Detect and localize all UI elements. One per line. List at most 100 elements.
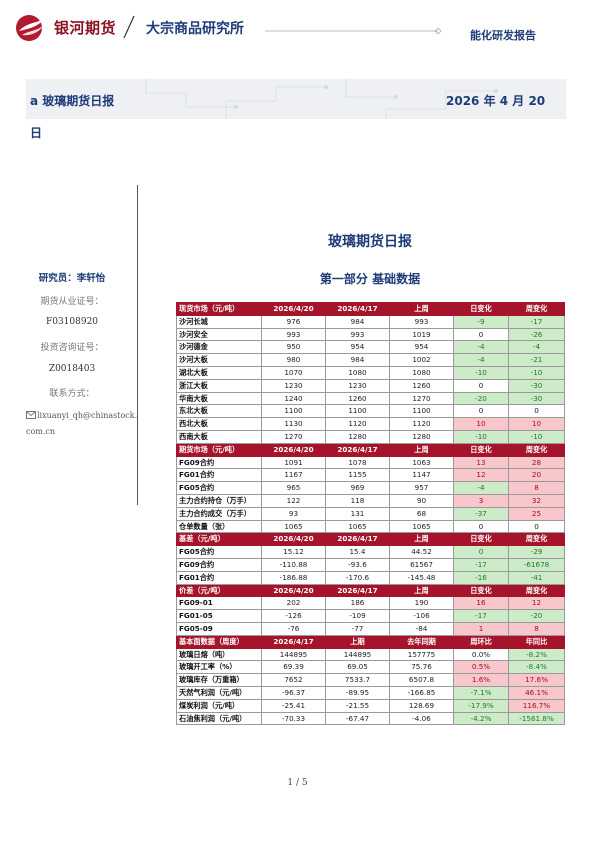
row-label: FG01-05 [176, 609, 262, 623]
basic-data-table: 现货市场（元/吨） 2026/4/20 2026/4/17 上周 日变化 周变化 沙河长城 9… [176, 302, 565, 726]
table-cell: 90 [389, 493, 454, 508]
table-cell: 7533.7 [325, 673, 390, 687]
table-cell: 12 [508, 596, 565, 611]
table-header-cell: 基本面数据（周度） [176, 634, 262, 649]
table-row: 主力合约成交（万手） 93 131 68 -37 25 [176, 506, 565, 521]
row-label: 玻璃库存（万重箱） [176, 673, 262, 687]
table-header-cell: 日变化 [453, 302, 509, 316]
table-cell: 128.69 [389, 698, 454, 713]
table-cell: 144895 [325, 647, 390, 662]
table-cell: 1230 [325, 378, 390, 393]
table-cell: 46.1% [508, 685, 565, 700]
sidebar-divider [137, 185, 138, 505]
table-cell: -9 [453, 314, 509, 329]
table-cell: -8.4% [508, 660, 565, 675]
table-cell: -25.41 [261, 698, 326, 713]
row-label: 玻璃开工率（%） [176, 660, 262, 675]
table-cell: 984 [325, 314, 390, 329]
row-label: 沙河安全 [176, 327, 262, 342]
contact-email-text[interactable]: lixuanyi_qh@chinastock.com.cn [26, 411, 138, 436]
table-cell: -7.1% [453, 685, 509, 700]
table-cell: 976 [261, 314, 326, 329]
page-number: 1 / 5 [287, 778, 308, 788]
table-cell: -21 [508, 353, 565, 367]
table-cell: -10 [453, 429, 509, 444]
table-cell: -4.06 [389, 711, 454, 726]
row-label: 沙河大板 [176, 353, 262, 367]
table-cell: 1230 [261, 378, 326, 393]
table-cell: 10 [508, 417, 565, 431]
table-cell: -4 [453, 481, 509, 495]
table-cell: -37 [453, 506, 509, 521]
contact-label: 联系方式： [49, 389, 95, 399]
table-cell: 1280 [389, 429, 454, 444]
table-row: 玻璃日熔（吨） 144895 144895 157775 0.0% -8.2% [176, 647, 565, 662]
table-cell: 1065 [261, 519, 326, 534]
table-header-cell: 周变化 [508, 532, 565, 547]
table-cell: 1147 [389, 468, 454, 483]
table-cell: -4 [508, 340, 565, 355]
table-cell: -26 [508, 327, 565, 342]
table-row: 主力合约持仓（万手） 122 118 90 3 32 [176, 493, 565, 508]
table-row: 沙河长城 976 984 993 -9 -17 [176, 314, 565, 329]
header-rule [265, 28, 442, 34]
table-cell: -10 [508, 429, 565, 444]
table-header-cell: 周变化 [508, 442, 565, 457]
table-cell: 44.52 [389, 545, 454, 559]
table-section-header: 基本面数据（周度） 2026/4/17 上期 去年同期 周环比 年同比 [176, 634, 565, 649]
table-cell: -1561.8% [508, 711, 565, 726]
table-cell: 16 [453, 596, 509, 611]
table-cell: 1100 [389, 404, 454, 419]
table-cell: -84 [389, 621, 454, 636]
table-cell: 954 [325, 340, 390, 355]
row-label: 沙河德金 [176, 340, 262, 355]
table-cell: 1080 [389, 365, 454, 380]
table-cell: 8 [508, 621, 565, 636]
section-title: 第一部分 基础数据 [319, 272, 421, 286]
report-type: 能化研发报告 [470, 29, 536, 42]
table-header-cell: 2026/4/20 [261, 302, 326, 316]
row-label: 西北大板 [176, 417, 262, 431]
row-label: 主力合约持仓（万手） [176, 493, 262, 508]
table-cell: -17 [453, 609, 509, 623]
contact-email[interactable]: lixuanyi_qh@chinastock.com.cn [26, 408, 138, 440]
table-header-cell: 周环比 [453, 634, 509, 649]
row-label: FG09合约 [176, 455, 262, 470]
table-cell: 20 [508, 468, 565, 483]
table-cell: 993 [389, 314, 454, 329]
row-label: 仓单数量（张） [176, 519, 262, 534]
table-cell: 122 [261, 493, 326, 508]
table-row: FG01合约 1167 1155 1147 12 20 [176, 468, 565, 483]
row-label: FG05-09 [176, 621, 262, 636]
table-cell: 954 [389, 340, 454, 355]
table-cell: 980 [261, 353, 326, 367]
table-cell: -20 [508, 609, 565, 623]
table-cell: 1240 [261, 391, 326, 406]
table-header-cell: 周变化 [508, 302, 565, 316]
table-row: 玻璃开工率（%） 69.39 69.05 75.76 0.5% -8.4% [176, 660, 565, 675]
table-cell: 0 [508, 519, 565, 534]
table-cell: -186.88 [261, 570, 326, 585]
table-cell: 32 [508, 493, 565, 508]
table-cell: 1270 [389, 391, 454, 406]
document-title: a 玻璃期货日报 [30, 94, 115, 108]
table-cell: 1002 [389, 353, 454, 367]
table-row: FG05合约 15.12 15.4 44.52 0 -29 [176, 545, 565, 559]
table-row: 沙河德金 950 954 954 -4 -4 [176, 340, 565, 355]
table-cell: -170.6 [325, 570, 390, 585]
table-cell: -21.55 [325, 698, 390, 713]
table-cell: 116.7% [508, 698, 565, 713]
table-header-cell: 日变化 [453, 442, 509, 457]
table-section-header: 价差（元/吨） 2026/4/20 2026/4/17 上周 日变化 周变化 [176, 583, 565, 598]
table-header-cell: 2026/4/17 [325, 583, 390, 598]
table-cell: -110.88 [261, 557, 326, 572]
analyst-name: 研究员：李轩怡 [38, 273, 106, 284]
table-cell: 1270 [261, 429, 326, 444]
table-cell: 1100 [325, 404, 390, 419]
table-row: 东北大板 1100 1100 1100 0 0 [176, 404, 565, 419]
table-cell: 1260 [325, 391, 390, 406]
table-cell: 0.5% [453, 660, 509, 675]
table-header-cell: 2026/4/20 [261, 532, 326, 547]
table-cell: 1167 [261, 468, 326, 483]
table-row: 湖北大板 1070 1080 1080 -10 -10 [176, 365, 565, 380]
